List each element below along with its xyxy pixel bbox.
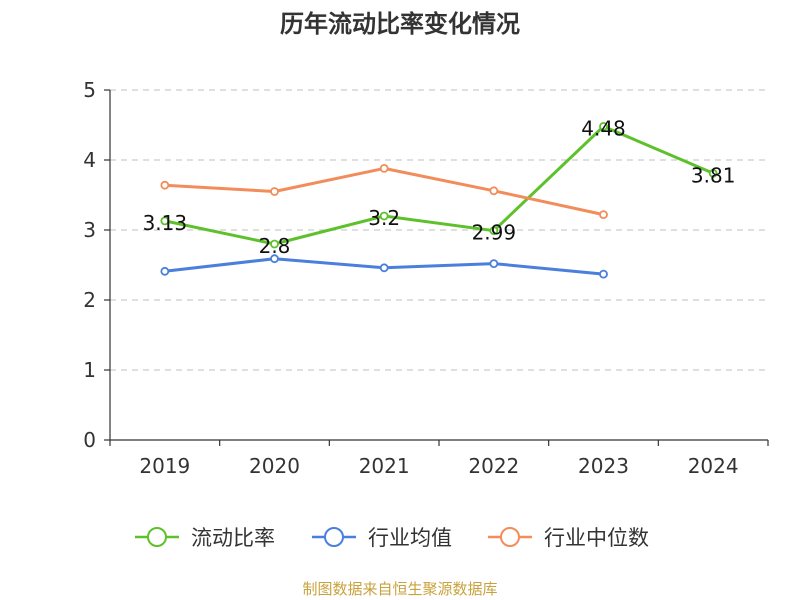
x-tick-label-2020: 2020 [249,454,300,478]
series-1-point-2020 [270,254,279,264]
x-tick-label-2019: 2019 [139,454,190,478]
y-tick-label-3: 3 [83,218,96,242]
series-0-point-2024 [708,168,718,178]
y-tick-label-1: 1 [83,358,96,382]
axes: 0 1 2 3 4 5 2019 2020 2021 2022 2023 2024 [83,78,769,478]
x-tick-label-2024: 2024 [688,454,739,478]
series-0-point-2022 [489,226,499,236]
series-0-point-2019 [160,216,170,226]
series-1-point-2021 [379,263,389,273]
data-label-2020: 2.8 [259,234,291,258]
series-0-point-2021 [379,211,389,221]
series-2-point-2022 [489,186,499,196]
series-0-point-2020 [270,239,279,249]
series-2-point-2020 [270,187,279,196]
legend-marker-0 [147,527,167,547]
series-1-point-2019 [160,266,170,276]
series-1-point-2022 [489,259,499,269]
series-2-point-2019 [160,180,170,190]
source-note: 制图数据来自恒生聚源数据库 [302,580,498,598]
y-tick-label-0: 0 [83,428,96,452]
legend-marker-2 [500,527,520,547]
data-label-2021: 3.2 [368,206,400,230]
legend: 流动比率 行业均值 行业中位数 [135,526,649,550]
series-2-point-2023 [599,210,608,220]
series-lines [160,122,718,279]
data-label-2024: 3.81 [691,163,736,187]
data-label-2022: 2.99 [472,221,517,245]
chart-title: 历年流动比率变化情况 [280,10,520,38]
legend-label-2: 行业中位数 [544,526,649,550]
legend-marker-1 [324,527,344,547]
data-labels: 3.13 2.8 3.2 2.99 4.48 3.81 [143,116,736,258]
y-tick-label-2: 2 [83,288,96,312]
series-2-point-2021 [379,163,389,173]
y-tick-label-4: 4 [83,148,96,172]
legend-label-1: 行业均值 [368,526,452,550]
legend-label-0: 流动比率 [191,526,275,550]
data-label-2019: 3.13 [143,211,188,235]
x-tick-label-2023: 2023 [578,454,629,478]
data-label-2023: 4.48 [581,116,626,140]
x-tick-label-2021: 2021 [359,454,410,478]
series-line-0 [164,124,714,246]
series-0-point-2023 [599,122,608,131]
x-tick-label-2022: 2022 [468,454,519,478]
y-tick-label-5: 5 [83,78,96,102]
series-1-point-2023 [599,269,608,279]
